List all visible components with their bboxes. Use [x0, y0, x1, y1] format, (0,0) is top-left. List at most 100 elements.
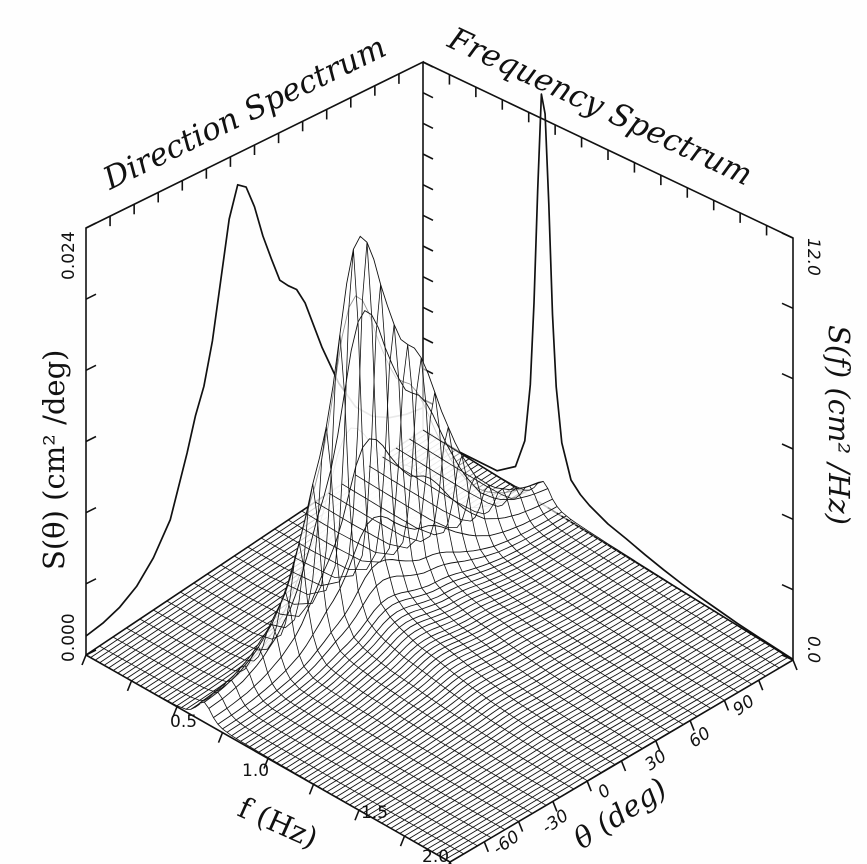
surface-f-line [231, 519, 572, 737]
surface-f-line [354, 598, 697, 808]
dir-ytick-max: 0.024 [59, 231, 79, 280]
surface-theta-line [126, 627, 492, 839]
surface-f-line [222, 511, 563, 730]
frequency-spectrum-ylabel: S(f) (cm² /Hz) [822, 325, 856, 525]
theta-axis-tick [792, 659, 798, 671]
f-tick-0.5: 0.5 [170, 712, 197, 732]
surface-f-line [313, 572, 655, 785]
surface-f-line [417, 639, 761, 845]
surface-theta-line [314, 392, 684, 725]
surface-f-line [386, 619, 729, 826]
surface-theta-line [395, 447, 766, 677]
f-axis-tick [399, 835, 406, 847]
surface-f-line [217, 506, 558, 725]
theta-axis-tick [517, 821, 524, 832]
frequency-spectrum-title: Frequency Spectrum [442, 20, 758, 193]
surface-occlusion-fill [349, 596, 692, 806]
surface-f-line [395, 625, 738, 832]
theta-tick--30: -30 [538, 806, 572, 838]
surface-theta-line [328, 426, 698, 717]
surface-occlusion-fill [359, 602, 701, 811]
f-axis-tick [263, 758, 269, 769]
surface-f-line [363, 604, 706, 813]
freq-y-tick [781, 302, 794, 310]
dir-y-tick [85, 578, 97, 585]
surface-theta-line [287, 344, 657, 741]
surface-f-line [376, 613, 720, 821]
theta-tick-30: 30 [641, 746, 670, 775]
freq-y-tick [781, 372, 794, 380]
surface-f-line [408, 633, 752, 839]
center-y-tick [422, 306, 434, 314]
theta-axis-tick [689, 720, 695, 731]
surface-f-line [399, 627, 743, 834]
surface-f-line [445, 656, 789, 860]
surface-theta-line [341, 454, 711, 709]
surface-f-line [358, 601, 701, 811]
surface-occlusion-fill [354, 599, 696, 808]
surface-theta-line [368, 465, 739, 693]
freq-ytick-max: 12.0 [803, 238, 823, 276]
center-y-tick [422, 245, 434, 252]
surface-f-line [317, 575, 660, 787]
surface-occlusion-fill [368, 608, 710, 816]
theta-axis-tick [483, 841, 490, 853]
surface-f-line [267, 543, 609, 758]
surface-theta-line [247, 242, 615, 765]
surface-f-line [431, 648, 775, 852]
surface-theta-line [422, 429, 794, 661]
dir-y-tick [85, 293, 97, 300]
surface-f-line [381, 616, 724, 824]
freq-ytick-min: 0.0 [803, 636, 823, 663]
surface-theta-line [274, 324, 643, 749]
center-y-tick [422, 61, 434, 68]
surface-theta-line [153, 609, 519, 822]
surface-f-line [345, 593, 687, 803]
center-y-tick [422, 91, 434, 99]
surface-f-line [204, 235, 544, 703]
surface-f-line [304, 566, 646, 779]
surface-theta-line [99, 645, 464, 855]
surface-f-line [308, 569, 650, 782]
surface-f-line [240, 525, 581, 742]
surface-f-line [213, 438, 553, 718]
center-y-tick [422, 122, 434, 130]
surface-f-line [390, 622, 734, 829]
theta-tick-60: 60 [685, 723, 714, 752]
dir-y-tick [85, 435, 97, 443]
surface-occlusion-fill [390, 622, 733, 829]
surface-f-line [235, 522, 576, 739]
surface-occlusion-fill [372, 610, 715, 818]
surface-theta-line [139, 618, 506, 830]
surface-theta-line [409, 438, 780, 669]
surface-f-line [322, 578, 664, 790]
f-axis-tick [217, 732, 224, 743]
surface-f-line [254, 534, 595, 750]
surface-f-line [299, 563, 641, 777]
f-tick-2.0: 2.0 [422, 847, 449, 864]
dir-y-tick [85, 222, 97, 229]
f-axis-tick [81, 654, 87, 666]
f-axis-tick [126, 680, 133, 692]
f-axis-tick [308, 784, 315, 795]
surface-theta-line [180, 542, 547, 806]
surface-theta-line [220, 334, 588, 782]
surface-theta-line [355, 474, 725, 701]
surface-f-line [226, 515, 567, 733]
theta-axis-tick [586, 780, 592, 792]
surface-occlusion-fill [381, 616, 724, 824]
dir-ytick-min: 0.000 [59, 613, 79, 662]
surface-f-line [413, 636, 757, 842]
surface-theta-line [193, 483, 561, 798]
surface-f-line [272, 546, 613, 761]
surface-occlusion-fill [363, 605, 706, 813]
surface-theta-line [166, 591, 533, 814]
theta-axis-tick [757, 679, 764, 691]
surface-f-line [372, 610, 715, 819]
surface-f-line [427, 645, 771, 850]
direction-spectrum-title: Direction Spectrum [97, 29, 392, 198]
surface-theta-line [112, 636, 478, 847]
theta-axis-tick [723, 700, 730, 711]
center-y-tick [422, 337, 434, 344]
